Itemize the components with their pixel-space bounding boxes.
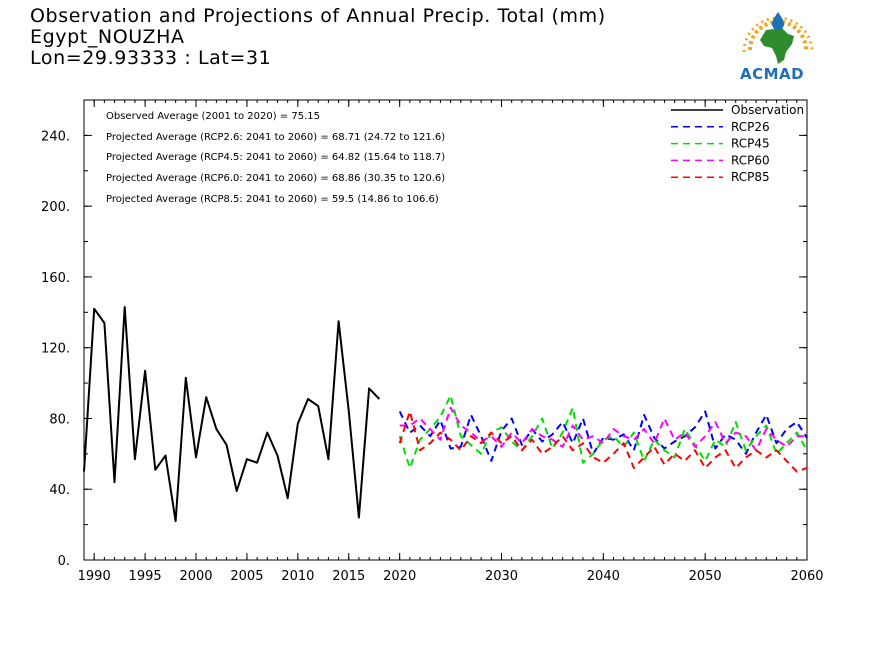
chart-axes [83, 99, 808, 561]
x-tick-label: 2005 [230, 569, 263, 584]
series-line-rcp85 [398, 410, 808, 473]
note-rcp85-average: Projected Average (RCP8.5: 2041 to 2060)… [106, 194, 439, 205]
y-tick-label: 0. [58, 554, 70, 569]
x-tick-label: 2000 [179, 569, 212, 584]
x-tick-label: 1995 [129, 569, 162, 584]
chart-notes: Observed Average (2001 to 2020) = 75.15 … [106, 111, 445, 205]
water-drop-icon [772, 12, 784, 30]
legend-label-rcp45: RCP45 [731, 137, 770, 151]
title-block: Observation and Projections of Annual Pr… [30, 6, 606, 69]
y-tick-label: 200. [41, 200, 70, 215]
note-observed-average: Observed Average (2001 to 2020) = 75.15 [106, 111, 320, 122]
x-tick-label: 2030 [485, 569, 518, 584]
x-tick-label: 2010 [281, 569, 314, 584]
chart-legend: Observation RCP26 RCP45 RCP60 RCP85 [671, 103, 804, 184]
africa-icon [760, 28, 794, 64]
series-line-observation [83, 306, 381, 523]
series-line-rcp26 [398, 410, 808, 462]
y-tick-label: 40. [49, 483, 70, 498]
y-tick-label: 160. [41, 271, 70, 286]
note-rcp45-average: Projected Average (RCP4.5: 2041 to 2060)… [106, 152, 445, 163]
note-rcp26-average: Projected Average (RCP2.6: 2041 to 2060)… [106, 132, 445, 143]
legend-label-observation: Observation [731, 103, 804, 117]
legend-label-rcp85: RCP85 [731, 170, 770, 184]
x-tick-label: 2040 [587, 569, 620, 584]
acmad-logo-text: ACMAD [740, 65, 805, 83]
station-coordinates: Lon=29.93333 : Lat=31 [30, 47, 272, 69]
x-tick-label: 1990 [78, 569, 111, 584]
chart-title: Observation and Projections of Annual Pr… [30, 5, 606, 27]
series-line-rcp60 [399, 406, 807, 452]
chart-ticks: 1990 1995 2000 2005 2010 2015 2020 2030 2040 2050… [41, 99, 824, 584]
legend-label-rcp26: RCP26 [731, 120, 770, 134]
legend-label-rcp60: RCP60 [731, 153, 770, 167]
x-tick-label: 2050 [689, 569, 722, 584]
x-tick-label: 2020 [383, 569, 416, 584]
note-rcp60-average: Projected Average (RCP6.0: 2041 to 2060)… [106, 173, 445, 184]
chart-series [83, 306, 808, 523]
x-tick-label: 2060 [790, 569, 823, 584]
y-tick-label: 80. [49, 412, 70, 427]
x-tick-label: 2015 [332, 569, 365, 584]
y-tick-label: 240. [41, 129, 70, 144]
acmad-logo [742, 12, 814, 64]
y-tick-label: 120. [41, 342, 70, 357]
station-name: Egypt_NOUZHA [30, 26, 185, 48]
plot-frame [83, 99, 808, 561]
